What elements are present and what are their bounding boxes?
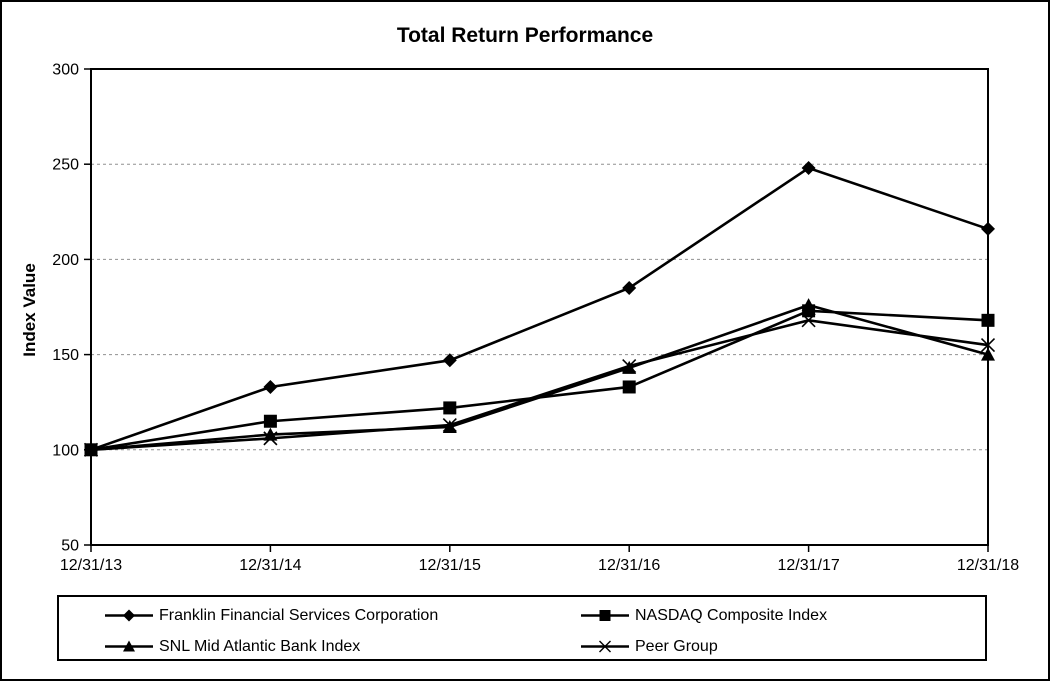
- line-chart-plot-area: 50 100 150 200 250 300 12/31/13 12/31/14 12/31/1…: [52, 62, 1019, 575]
- legend-label: Franklin Financial Services Corporation: [159, 606, 439, 624]
- triangle-marker-icon: [123, 640, 135, 652]
- x-marker-icon: [801, 313, 816, 328]
- triangle-marker-icon: [801, 298, 816, 312]
- plot-border: [90, 68, 989, 546]
- square-marker-icon: [599, 610, 611, 621]
- diamond-marker-icon: [442, 353, 457, 368]
- legend-label: Peer Group: [635, 637, 718, 655]
- series-line-0: [90, 166, 989, 452]
- y-tick-label: 50: [61, 538, 79, 555]
- series-line-1: [90, 309, 989, 452]
- x-marker-icon: [83, 442, 99, 457]
- x-tick-label: 12/31/16: [598, 557, 660, 574]
- legend-entry-peer-group: Peer Group: [581, 631, 827, 662]
- x-marker-icon: [263, 431, 278, 446]
- legend-label: SNL Mid Atlantic Bank Index: [159, 637, 361, 655]
- x-line-marker-icon: [581, 640, 629, 653]
- x-marker-icon: [980, 338, 996, 353]
- triangle-marker-icon: [622, 360, 637, 374]
- diamond-marker-icon: [622, 280, 637, 295]
- x-marker-icon: [599, 640, 611, 653]
- x-tick-label: 12/31/13: [60, 557, 122, 574]
- square-marker-icon: [443, 401, 457, 415]
- chart-legend: Franklin Financial Services Corporation …: [57, 595, 987, 661]
- diamond-marker-icon: [981, 221, 995, 236]
- x-tick-label: 12/31/18: [957, 557, 1019, 574]
- x-tick-label: 12/31/15: [419, 557, 481, 574]
- diamond-marker-icon: [801, 161, 816, 176]
- triangle-marker-icon: [442, 419, 457, 433]
- square-marker-icon: [622, 380, 636, 394]
- series-line-2: [90, 303, 989, 452]
- diamond-marker-icon: [263, 379, 278, 394]
- square-marker-icon: [981, 313, 995, 327]
- legend-entry-franklin: Franklin Financial Services Corporation: [105, 600, 438, 631]
- x-tick-label: 12/31/14: [239, 557, 301, 574]
- y-tick-label: 100: [52, 442, 79, 459]
- y-tick-label: 200: [52, 252, 79, 269]
- triangle-marker-icon: [981, 347, 995, 361]
- chart-title: Total Return Performance: [396, 24, 654, 47]
- diamond-line-marker-icon: [105, 609, 153, 622]
- series-line-3: [90, 319, 989, 452]
- x-marker-icon: [442, 417, 457, 433]
- x-marker-icon: [622, 358, 637, 374]
- legend-entry-nasdaq: NASDAQ Composite Index: [581, 600, 827, 631]
- x-tick-label: 12/31/17: [777, 557, 839, 574]
- square-marker-icon: [263, 414, 277, 428]
- legend-label: NASDAQ Composite Index: [635, 606, 828, 624]
- legend-entry-snl-mid-atlantic: SNL Mid Atlantic Bank Index: [105, 631, 438, 662]
- y-tick-label: 150: [52, 347, 79, 364]
- square-line-marker-icon: [581, 610, 629, 621]
- y-tick-label: 300: [52, 62, 79, 79]
- triangle-line-marker-icon: [105, 640, 153, 652]
- diamond-marker-icon: [123, 609, 135, 622]
- y-tick-label: 250: [52, 157, 79, 174]
